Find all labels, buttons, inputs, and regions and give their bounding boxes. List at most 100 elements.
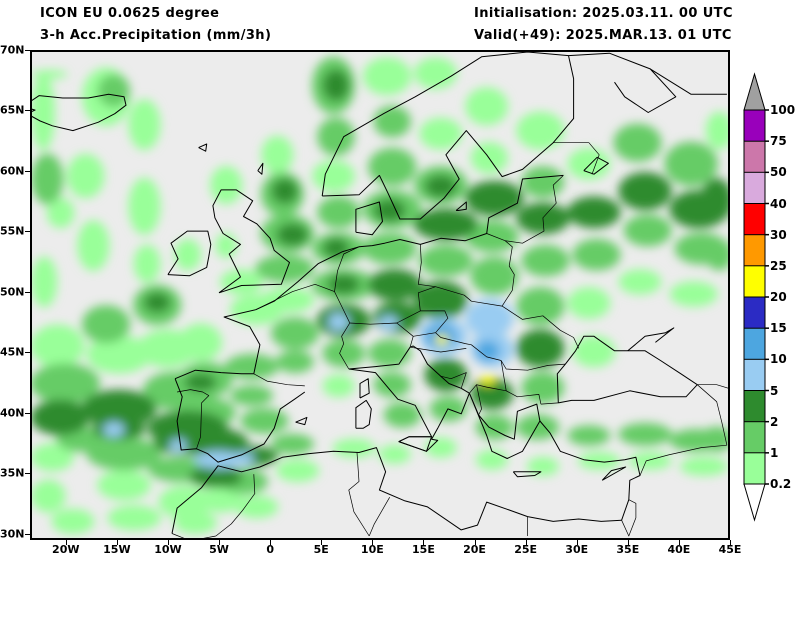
precip-cell xyxy=(32,399,90,436)
border-path xyxy=(177,389,210,449)
y-tick-label: 60N xyxy=(0,164,25,178)
precip-cell xyxy=(516,414,560,440)
border-path xyxy=(621,499,637,537)
colorbar: 100 75 50 40 30 25 20 15 10 5 2 1 0.2 xyxy=(742,72,800,522)
x-tick-label: 20E xyxy=(463,543,486,556)
precip-cell xyxy=(158,485,213,519)
precip-cell xyxy=(623,214,672,247)
precip-cell xyxy=(613,123,662,162)
border-path xyxy=(476,384,482,416)
border-path xyxy=(435,332,566,371)
x-tick-mark xyxy=(372,540,374,545)
colorbar-tick-label: 15 xyxy=(770,321,787,336)
colorbar-band xyxy=(743,327,766,361)
precip-cell xyxy=(128,177,161,235)
border-path xyxy=(639,444,727,476)
y-tick-label: 50N xyxy=(0,285,25,299)
precip-cell xyxy=(567,148,611,180)
x-tick-label: 40E xyxy=(667,543,691,556)
coastlines xyxy=(32,52,728,538)
coastline-path xyxy=(359,378,370,399)
precip-cell xyxy=(464,180,524,217)
colorbar-tick-label: 1 xyxy=(770,445,779,460)
colorbar-tick-label: 50 xyxy=(770,165,787,180)
y-tick-mark xyxy=(25,231,30,233)
precip-cell xyxy=(572,238,621,271)
coastline-path xyxy=(223,174,564,374)
precip-cell xyxy=(32,363,101,404)
field-name-label: 3-h Acc.Precipitation (mm/3h) xyxy=(40,28,272,43)
precip-cell xyxy=(32,443,74,472)
precip-cell xyxy=(516,111,565,150)
coastline-path xyxy=(198,143,208,152)
precip-cell xyxy=(86,437,162,471)
y-tick-mark xyxy=(25,50,30,51)
precip-cell xyxy=(327,312,350,331)
precip-cell xyxy=(46,197,75,229)
y-tick-label: 45N xyxy=(0,345,25,359)
coastline-path xyxy=(568,52,727,95)
precip-cell xyxy=(705,111,728,150)
precip-cell xyxy=(368,269,422,301)
precip-cell xyxy=(322,69,350,102)
coastline-path xyxy=(614,68,677,113)
x-tick-mark xyxy=(730,540,731,545)
border-path xyxy=(417,286,503,311)
precip-cell xyxy=(133,244,161,283)
precip-cell xyxy=(373,301,422,334)
x-tick-mark xyxy=(219,540,221,545)
x-tick-mark xyxy=(423,540,425,545)
colorbar-tick-label: 2 xyxy=(770,414,779,429)
colorbar-band xyxy=(743,358,766,392)
precip-cell xyxy=(419,244,473,277)
precip-cell xyxy=(572,335,616,368)
border-path xyxy=(410,346,467,353)
precip-cell xyxy=(199,487,243,513)
y-tick-mark xyxy=(25,352,30,354)
precip-cell xyxy=(210,166,243,205)
precip-cell xyxy=(435,334,449,346)
precip-cell xyxy=(475,449,508,470)
precip-cell xyxy=(128,99,161,150)
precip-cell xyxy=(413,208,479,241)
y-tick-label: 70N xyxy=(0,43,25,57)
y-tick-mark xyxy=(25,291,30,293)
x-tick-label: 5E xyxy=(313,543,329,556)
x-tick-mark xyxy=(116,540,118,545)
x-tick-label: 10W xyxy=(154,543,182,556)
precip-cell xyxy=(618,172,672,211)
coastline-path xyxy=(32,93,127,132)
precip-cell xyxy=(77,220,110,271)
precip-cell xyxy=(322,237,350,259)
border-path xyxy=(506,390,542,405)
precip-cell xyxy=(373,372,412,398)
coastline-path xyxy=(321,52,575,220)
precip-cell xyxy=(363,57,412,96)
precip-cell xyxy=(465,87,509,126)
coastline-path xyxy=(583,156,609,175)
precip-cell xyxy=(174,511,217,534)
precip-cell xyxy=(470,256,519,295)
precip-cell xyxy=(32,70,68,79)
x-tick-mark xyxy=(65,540,67,545)
precip-cell xyxy=(179,323,223,362)
border-path xyxy=(697,384,728,446)
precip-cell xyxy=(322,339,366,368)
map-canvas xyxy=(32,52,728,538)
precip-cell xyxy=(220,269,263,295)
coastline-path xyxy=(212,189,290,294)
coastline-path xyxy=(348,345,470,452)
precip-cell xyxy=(424,174,457,198)
precip-cell xyxy=(260,287,315,313)
colorbar-tick-label: 10 xyxy=(770,352,787,367)
colorbar-band xyxy=(743,171,766,205)
coastline-path xyxy=(398,436,433,452)
x-tick-mark xyxy=(270,540,272,545)
precip-cell xyxy=(255,254,315,283)
border-path xyxy=(368,497,391,537)
x-tick-label: 15E xyxy=(412,543,435,556)
colorbar-tick-label: 100 xyxy=(770,103,796,117)
precip-cell xyxy=(424,437,457,458)
coastline-path xyxy=(355,399,372,429)
